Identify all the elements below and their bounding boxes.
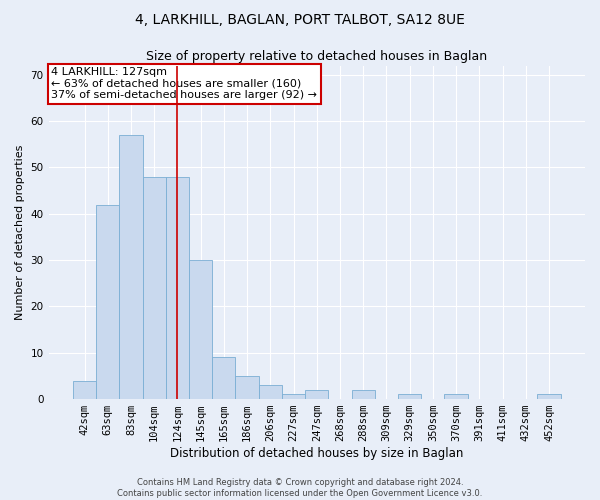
Bar: [445, 394, 468, 399]
Text: 4, LARKHILL, BAGLAN, PORT TALBOT, SA12 8UE: 4, LARKHILL, BAGLAN, PORT TALBOT, SA12 8…: [135, 12, 465, 26]
Bar: [119, 135, 143, 399]
Bar: [282, 394, 305, 399]
Bar: [189, 260, 212, 399]
Title: Size of property relative to detached houses in Baglan: Size of property relative to detached ho…: [146, 50, 487, 63]
Bar: [538, 394, 560, 399]
Bar: [259, 385, 282, 399]
Bar: [235, 376, 259, 399]
Bar: [398, 394, 421, 399]
Bar: [73, 380, 96, 399]
Bar: [212, 358, 235, 399]
X-axis label: Distribution of detached houses by size in Baglan: Distribution of detached houses by size …: [170, 447, 463, 460]
Text: 4 LARKHILL: 127sqm
← 63% of detached houses are smaller (160)
37% of semi-detach: 4 LARKHILL: 127sqm ← 63% of detached hou…: [51, 67, 317, 100]
Y-axis label: Number of detached properties: Number of detached properties: [15, 144, 25, 320]
Bar: [352, 390, 375, 399]
Bar: [305, 390, 328, 399]
Bar: [96, 204, 119, 399]
Text: Contains HM Land Registry data © Crown copyright and database right 2024.
Contai: Contains HM Land Registry data © Crown c…: [118, 478, 482, 498]
Bar: [143, 176, 166, 399]
Bar: [166, 176, 189, 399]
